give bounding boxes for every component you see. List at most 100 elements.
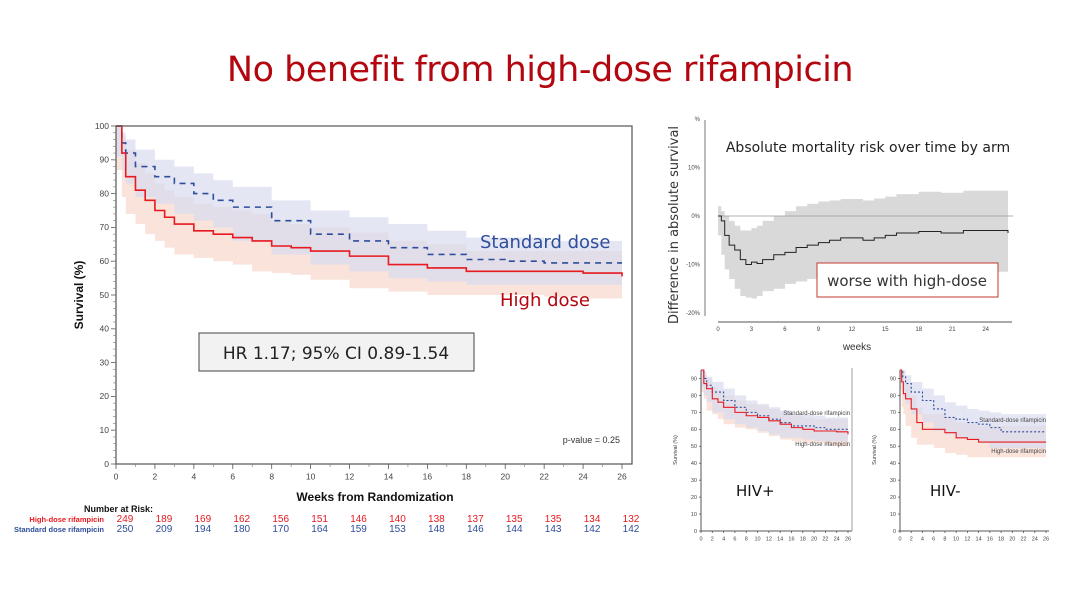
standard-dose-label: Standard dose [480,232,611,253]
y-tick-label: 70 [691,410,697,416]
diff-x-tick-label: 9 [817,327,821,333]
risk-value: 164 [311,524,328,535]
x-tick-label: 26 [1043,537,1049,543]
risk-value: 153 [389,524,406,535]
risk-value: 132 [623,514,640,525]
x-tick-label: 10 [306,472,316,482]
x-tick-label: 10 [754,537,760,543]
risk-table-values: 249 189 169 162 156 151 146 140 138 137 135 135 134 1… [117,514,640,535]
risk-value: 143 [545,524,562,535]
y-tick-label: 90 [890,376,896,382]
risk-value: 180 [233,524,250,535]
standard-dose-curve [701,369,848,430]
y-tick-label: 90 [100,155,110,165]
diff-y-tick-label: 0% [691,214,700,220]
main-curves [116,125,623,277]
hiv-positive-curves [701,369,849,435]
risk-value: 135 [545,514,562,525]
y-tick-label: 50 [890,444,896,450]
diff-x-tick-label: 6 [783,327,787,333]
risk-value: 169 [195,514,212,525]
risk-value: 156 [272,514,289,525]
x-tick-label: 20 [500,472,510,482]
x-tick-label: 16 [987,537,993,543]
standard-dose-ci-band [116,126,622,285]
diff-y-tick-label: % [695,117,701,123]
y-tick-label: 50 [691,444,697,450]
hiv-positive-title: HIV+ [736,482,775,500]
x-tick-label: 0 [699,537,702,543]
risk-value: 209 [156,524,173,535]
x-tick-label: 4 [722,537,725,543]
x-tick-label: 8 [745,537,748,543]
risk-table-heading: Number at Risk: [84,504,153,514]
y-tick-label: 20 [691,495,697,501]
high-dose-curve [701,369,849,435]
x-tick-label: 12 [766,537,772,543]
risk-value: 170 [272,524,289,535]
y-tick-label: 10 [100,425,110,435]
diff-chart-title: Absolute mortality risk over time by arm [726,140,1010,156]
y-tick-label: 10 [890,512,896,518]
y-tick-label: 0 [104,459,109,469]
hiv-negative-standard-label: Standard-dose rifampicin [979,418,1046,424]
risk-value: 189 [156,514,173,525]
risk-value: 162 [233,514,250,525]
x-tick-label: 0 [898,537,901,543]
x-tick-label: 12 [964,537,970,543]
x-tick-label: 26 [617,472,627,482]
high-dose-curve [116,125,623,277]
y-tick-label: 60 [890,427,896,433]
y-tick-label: 20 [100,391,110,401]
hiv-negative-y-axis: 0 10 20 30 40 50 60 70 80 90 [890,376,900,535]
risk-value: 135 [506,514,523,525]
difference-chart: % 10% 0% -10% -20% 0 3 6 9 12 15 18 21 24 Difference… [667,117,1013,353]
diff-x-tick-label: 15 [882,327,889,333]
hiv-negative-y-axis-title: Survival (%) [872,435,878,465]
diff-x-tick-label: 12 [849,327,856,333]
risk-value: 140 [389,514,406,525]
hiv-positive-ci-bands [701,370,848,447]
x-tick-label: 14 [976,537,982,543]
y-tick-label: 0 [694,529,697,535]
x-tick-label: 18 [998,537,1004,543]
x-tick-label: 8 [943,537,946,543]
hr-box [198,332,475,372]
difference-curve [718,215,1009,265]
x-tick-label: 6 [733,537,736,543]
y-tick-label: 80 [100,188,110,198]
hiv-negative-curves [900,369,1046,443]
high-dose-label: High dose [500,290,590,311]
x-tick-label: 20 [811,537,817,543]
standard-dose-ci-band [900,370,1046,448]
x-tick-label: 0 [114,472,119,482]
standard-dose-curve [900,369,1046,433]
y-tick-label: 70 [100,222,110,232]
hiv-positive-high-label: High-dose rifampicin [795,442,850,448]
x-tick-label: 2 [153,472,158,482]
x-tick-label: 20 [1009,537,1015,543]
y-tick-label: 0 [893,529,896,535]
risk-value: 146 [350,514,367,525]
x-tick-label: 24 [578,472,588,482]
x-tick-label: 6 [932,537,935,543]
main-y-axis-title: Survival (%) [72,261,86,330]
main-x-axis: 0 2 4 6 8 10 12 14 16 18 20 22 24 26 [114,464,627,482]
x-tick-label: 26 [845,537,851,543]
main-ci-bands [116,126,622,299]
difference-line [718,215,1009,265]
y-tick-label: 20 [890,495,896,501]
risk-value: 249 [117,514,134,525]
risk-value: 194 [195,524,212,535]
diff-y-axis: % 10% 0% -10% -20% [686,117,701,317]
risk-label-high: High-dose rifampicin [29,515,104,524]
y-tick-label: 80 [691,393,697,399]
risk-value: 146 [467,524,484,535]
risk-value: 142 [584,524,601,535]
risk-value: 159 [350,524,367,535]
x-tick-label: 4 [921,537,924,543]
diff-x-tick-label: 18 [915,327,922,333]
x-tick-label: 12 [345,472,355,482]
